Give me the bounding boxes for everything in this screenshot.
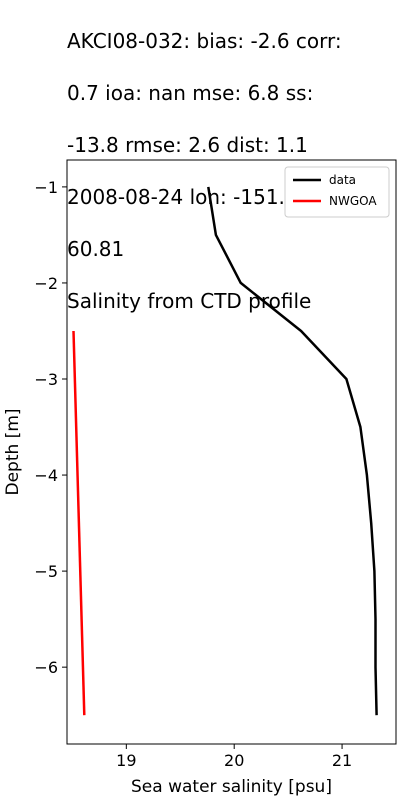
- x-axis-label: Sea water salinity [psu]: [131, 777, 332, 797]
- x-tick-label: 20: [224, 751, 244, 770]
- title-line: 60.81: [67, 237, 125, 261]
- x-tick-label: 19: [116, 751, 136, 770]
- y-tick-label: −3: [34, 370, 58, 389]
- title-line: 0.7 ioa: nan mse: 6.8 ss:: [67, 81, 314, 105]
- axes-frame: [66, 159, 397, 745]
- title-line: AKCI08-032: bias: -2.6 corr:: [67, 29, 342, 53]
- legend-label-data: data: [329, 173, 356, 187]
- plot-area: [72, 186, 378, 716]
- title-line: Salinity from CTD profile: [67, 289, 312, 313]
- legend-label-nwgoa: NWGOA: [329, 194, 377, 208]
- y-tick-label: −5: [34, 562, 58, 581]
- y-tick-label: −1: [34, 178, 58, 197]
- x-tick-label: 21: [332, 751, 352, 770]
- y-axis-label: Depth [m]: [3, 408, 23, 495]
- legend: data NWGOA: [284, 166, 390, 218]
- axis-ticks: 19 20 21 −1 −2 −3 −4 −5 −6: [34, 178, 352, 770]
- y-tick-label: −2: [34, 274, 58, 293]
- series-line-nwgoa: [72, 330, 86, 716]
- y-tick-label: −4: [34, 466, 58, 485]
- title-line: -13.8 rmse: 2.6 dist: 1.1: [67, 133, 308, 157]
- y-tick-label: −6: [34, 658, 58, 677]
- chart-title: AKCI08-032: bias: -2.6 corr: 0.7 ioa: na…: [67, 2, 397, 340]
- series-line-data: [207, 186, 378, 716]
